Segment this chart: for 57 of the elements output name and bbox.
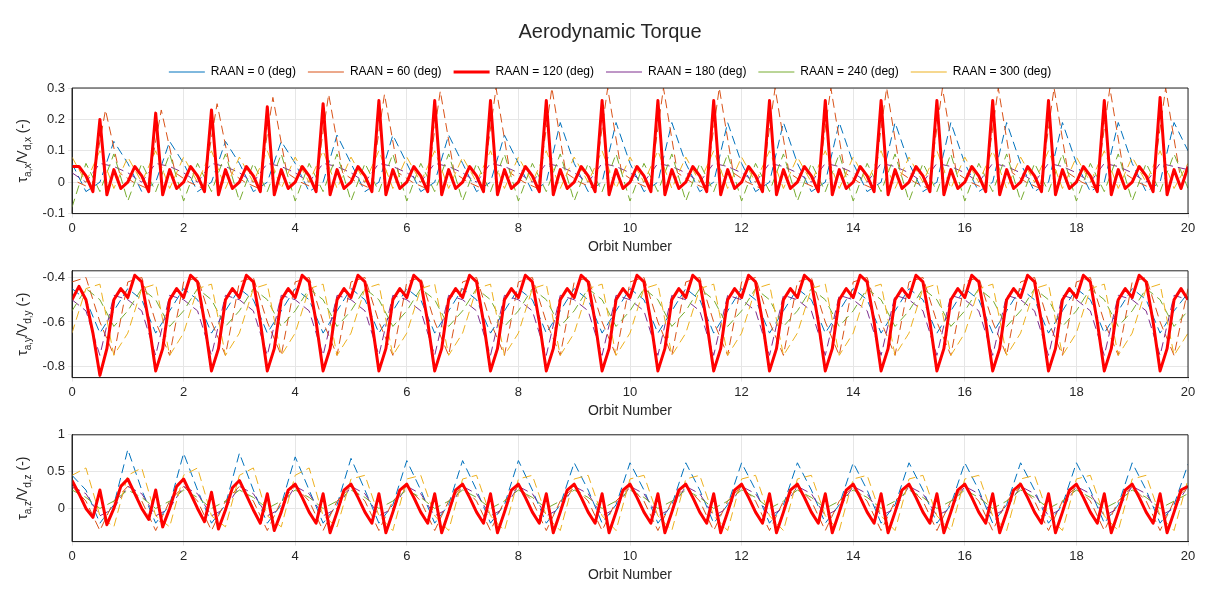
x-tick-label: 12 <box>734 383 749 399</box>
y-tick-label: 0.3 <box>46 79 65 95</box>
x-tick-label: 8 <box>514 219 523 235</box>
x-tick-label: 20 <box>1180 219 1196 235</box>
y-tick-label: -0.6 <box>42 313 65 329</box>
x-tick-label: 0 <box>68 547 76 563</box>
x-tick-label: 6 <box>403 383 411 399</box>
legend-label: RAAN = 0 (deg) <box>210 64 296 79</box>
x-tick-label: 10 <box>622 219 638 235</box>
x-tick-label: 16 <box>957 383 973 399</box>
x-tick-label: 18 <box>1069 219 1084 235</box>
y-tick-label: 0.5 <box>46 463 65 479</box>
y-tick-label: 1 <box>57 426 65 442</box>
x-tick-label: 10 <box>622 383 638 399</box>
x-tick-label: 4 <box>291 219 299 235</box>
x-tick-label: 8 <box>514 547 523 563</box>
x-tick-label: 20 <box>1180 383 1196 399</box>
legend-label: RAAN = 240 (deg) <box>800 64 899 79</box>
x-tick-label: 8 <box>514 383 523 399</box>
x-tick-label: 2 <box>179 383 188 399</box>
y-tick-label: 0.1 <box>46 142 65 158</box>
x-tick-label: 2 <box>179 547 188 563</box>
y-axis-title: τa,z/Vd,z (-) <box>14 456 33 520</box>
x-axis-title: Orbit Number <box>587 238 673 255</box>
legend-label: RAAN = 180 (deg) <box>647 64 747 79</box>
x-tick-label: 6 <box>403 547 411 563</box>
x-tick-label: 20 <box>1180 547 1196 563</box>
x-tick-label: 14 <box>845 547 861 563</box>
legend-label: RAAN = 300 (deg) <box>952 64 1052 79</box>
y-tick-label: 0 <box>57 500 65 516</box>
y-tick-label: -0.4 <box>42 269 65 285</box>
x-tick-label: 6 <box>403 219 411 235</box>
x-tick-label: 16 <box>957 547 973 563</box>
y-axis-title: τa,x/Vd,x (-) <box>14 119 33 183</box>
y-tick-label: -0.1 <box>42 205 65 221</box>
x-axis-title: Orbit Number <box>587 402 673 419</box>
y-tick-label: 0.2 <box>46 110 65 126</box>
y-tick-label: 0 <box>57 173 65 189</box>
x-tick-label: 16 <box>957 219 973 235</box>
x-tick-label: 14 <box>845 219 861 235</box>
legend-label: RAAN = 60 (deg) <box>349 64 442 79</box>
x-tick-label: 0 <box>68 383 76 399</box>
legend-label: RAAN = 120 (deg) <box>495 64 594 79</box>
x-tick-label: 4 <box>291 383 299 399</box>
x-tick-label: 10 <box>622 547 638 563</box>
y-axis-title: τa,y/Vd,y (-) <box>14 292 33 356</box>
x-tick-label: 0 <box>68 219 76 235</box>
x-tick-label: 14 <box>845 383 861 399</box>
x-axis-title: Orbit Number <box>587 566 673 583</box>
y-tick-label: -0.8 <box>42 358 65 374</box>
x-tick-label: 4 <box>291 547 299 563</box>
x-tick-label: 12 <box>734 547 749 563</box>
chart-title: Aerodynamic Torque <box>518 19 702 42</box>
x-tick-label: 18 <box>1069 383 1084 399</box>
x-tick-label: 18 <box>1069 547 1084 563</box>
x-tick-label: 12 <box>734 219 749 235</box>
x-tick-label: 2 <box>179 219 188 235</box>
